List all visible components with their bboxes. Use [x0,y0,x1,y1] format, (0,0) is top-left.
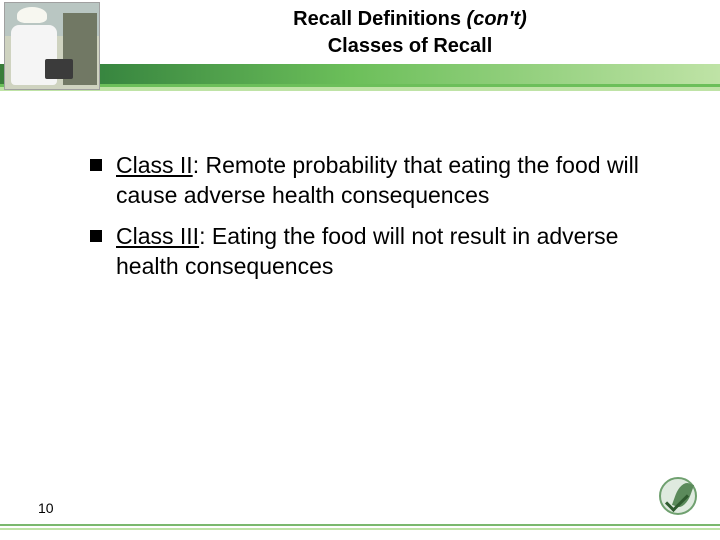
footer-logo [656,474,700,518]
bullet-text: Class II: Remote probability that eating… [116,150,650,211]
header-underline-2 [0,87,720,91]
title-line-2: Classes of Recall [100,33,720,60]
header-photo [4,2,100,90]
bullet-sep: : [199,223,212,249]
header-strip-main [50,64,720,84]
title-cont: (con't) [467,8,527,30]
content-area: Class II: Remote probability that eating… [90,150,650,291]
footer-rule-top [0,524,720,526]
photo-person-hardhat [17,7,47,23]
title-line-1: Recall Definitions (con't) [100,6,720,33]
bullet-text: Class III: Eating the food will not resu… [116,221,650,282]
page-number: 10 [38,500,54,516]
slide: Recall Definitions (con't) Classes of Re… [0,0,720,540]
bullet-item: Class III: Eating the food will not resu… [90,221,650,282]
bullet-item: Class II: Remote probability that eating… [90,150,650,211]
bullet-marker-icon [90,230,102,242]
footer-rule-bottom [0,528,720,530]
bullet-sep: : [193,152,206,178]
bullet-marker-icon [90,159,102,171]
bullet-label: Class II [116,152,193,178]
title-text: Recall Definitions [293,8,466,30]
bullet-label: Class III [116,223,199,249]
photo-clipboard [45,59,73,79]
slide-title: Recall Definitions (con't) Classes of Re… [100,6,720,60]
